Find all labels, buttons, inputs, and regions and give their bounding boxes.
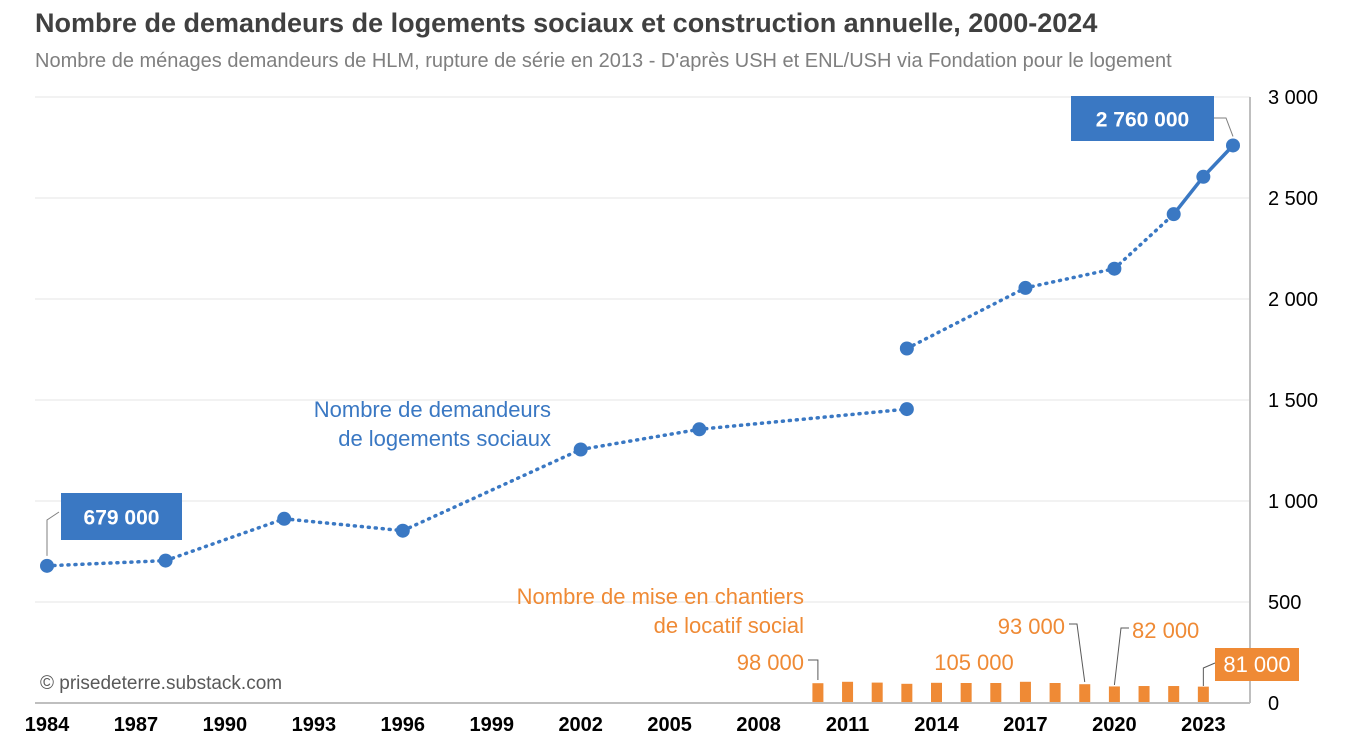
- leader-line: [1069, 623, 1086, 683]
- data-point: [1107, 261, 1122, 276]
- x-tick-label: 1993: [292, 714, 337, 736]
- bar-value-box: [1215, 648, 1299, 681]
- x-tick-label: 2020: [1092, 714, 1137, 736]
- x-tick-label: 1990: [203, 714, 248, 736]
- bar: [960, 683, 972, 703]
- x-tick-label: 2005: [647, 714, 692, 736]
- x-tick-label: 1996: [381, 714, 426, 736]
- x-tick-label: 1999: [470, 714, 515, 736]
- data-point: [899, 341, 914, 356]
- leader-line: [1202, 662, 1216, 686]
- y-tick-label: 500: [1268, 592, 1301, 614]
- data-point: [1018, 280, 1033, 295]
- y-tick-label: 1 000: [1268, 491, 1318, 513]
- data-point: [40, 558, 54, 573]
- x-tick-label: 2002: [558, 714, 603, 736]
- y-tick-label: 0: [1268, 693, 1279, 715]
- chart-subtitle: Nombre de ménages demandeurs de HLM, rup…: [35, 50, 1172, 72]
- data-point: [277, 511, 292, 526]
- y-tick-label: 1 500: [1268, 390, 1318, 412]
- bar: [842, 681, 854, 703]
- bar-value-label: 82 000: [1132, 618, 1199, 643]
- data-point: [395, 523, 410, 538]
- bar-value-label: 81 000: [1223, 652, 1290, 677]
- series-name-chantiers: de locatif social: [654, 613, 804, 638]
- y-tick-label: 2 500: [1268, 188, 1318, 210]
- bar: [1049, 683, 1061, 703]
- x-tick-label: 1984: [25, 714, 70, 736]
- label-last-value-box: [1071, 96, 1214, 141]
- data-point: [158, 553, 173, 568]
- x-tick-label: 1987: [114, 714, 159, 736]
- leader-line: [46, 511, 60, 556]
- bar: [1168, 686, 1180, 703]
- bar: [1079, 684, 1091, 703]
- series-name-chantiers: Nombre de mise en chantiers: [517, 584, 804, 609]
- bar: [990, 683, 1002, 703]
- leader-line: [1113, 627, 1129, 686]
- bar-value-label: 105 000: [934, 650, 1014, 675]
- chart-title: Nombre de demandeurs de logements sociau…: [35, 8, 1098, 38]
- data-point: [1196, 169, 1211, 184]
- x-tick-label: 2017: [1003, 714, 1048, 736]
- label-last-value: 2 760 000: [1096, 109, 1189, 132]
- leader-line: [808, 659, 819, 680]
- x-tick-label: 2008: [736, 714, 781, 736]
- data-point: [1166, 207, 1181, 222]
- bar-value-label: 93 000: [998, 614, 1065, 639]
- x-tick-label: 2014: [914, 714, 959, 736]
- data-point: [899, 402, 914, 417]
- bar: [871, 682, 883, 703]
- series-name-demandeurs: Nombre de demandeurs: [314, 397, 551, 422]
- label-first-value-box: [61, 493, 182, 540]
- y-tick-label: 3 000: [1268, 87, 1318, 109]
- data-point: [692, 422, 707, 437]
- leader-line: [1214, 117, 1234, 137]
- series-line: [905, 212, 1176, 351]
- bar: [812, 683, 824, 703]
- label-first-value: 679 000: [84, 507, 160, 530]
- x-tick-label: 2011: [826, 714, 869, 736]
- bar-value-label: 98 000: [737, 650, 804, 675]
- y-tick-label: 2 000: [1268, 289, 1318, 311]
- bar: [1019, 681, 1031, 703]
- x-tick-label: 2023: [1181, 714, 1226, 736]
- data-point: [1226, 138, 1240, 153]
- credit-text: © prisedeterre.substack.com: [40, 673, 282, 694]
- bar: [1197, 686, 1209, 703]
- bar: [1138, 686, 1150, 703]
- bar: [931, 682, 942, 703]
- bar: [901, 683, 913, 703]
- data-point: [573, 442, 588, 457]
- bar: [1108, 686, 1120, 703]
- series-name-demandeurs: de logements sociaux: [338, 426, 551, 451]
